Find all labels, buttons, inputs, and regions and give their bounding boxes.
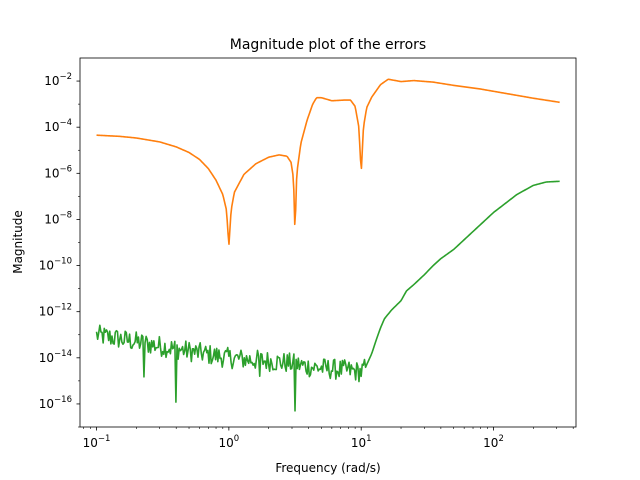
series-line-1 [95,180,560,412]
x-tick-label: 100 [219,434,240,450]
series-layer [95,78,560,412]
plot-frame [79,57,577,428]
y-tick-label: 10−8 [44,210,72,226]
x-axis-label: Frequency (rad/s) [275,461,380,475]
y-tick-label: 10−6 [44,164,72,180]
series-line-0 [96,78,560,245]
y-axis-label: Magnitude [11,210,25,274]
y-tick-label: 10−10 [39,257,72,273]
x-axis: 10−1 100 101 102 [83,427,574,450]
chart-title: Magnitude plot of the errors [230,37,426,53]
y-tick-label: 10−4 [44,118,72,134]
y-tick-label: 10−2 [44,72,72,88]
x-tick-label: 101 [351,434,372,450]
x-tick-label: 10−1 [83,434,111,450]
y-tick-label: 10−16 [39,395,72,411]
y-axis: 10−16 10−14 10−12 10−10 10−8 10−6 10−4 10−2 [39,72,80,428]
y-tick-label: 10−12 [39,303,72,319]
y-tick-label: 10−14 [39,349,72,365]
x-tick-label: 102 [483,434,504,450]
